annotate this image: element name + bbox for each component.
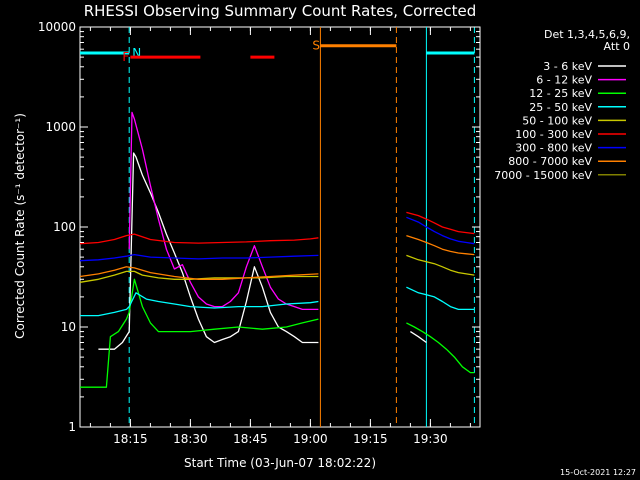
series-line xyxy=(98,152,427,350)
series-line xyxy=(79,254,475,283)
legend-entry-label: 3 - 6 keV xyxy=(543,60,592,73)
series-line xyxy=(79,234,475,280)
series-line xyxy=(80,286,475,317)
y-tick-label: 1 xyxy=(68,420,76,434)
x-tick-label: 18:15 xyxy=(113,432,148,446)
plot-area xyxy=(79,26,481,428)
y-tick-label: 10000 xyxy=(38,20,76,34)
series-line xyxy=(79,211,475,245)
y-axis-label: Corrected Count Rate (s⁻¹ detector⁻¹) xyxy=(13,113,27,339)
footer-timestamp: 15-Oct-2021 12:27 xyxy=(560,468,636,477)
x-tick-label: 19:15 xyxy=(353,432,388,446)
y-tick-label: 100 xyxy=(53,220,76,234)
series-line xyxy=(79,216,475,262)
legend-entry-label: 300 - 800 keV xyxy=(515,142,592,155)
series-lines xyxy=(79,111,475,388)
legend-header: Att 0 xyxy=(604,40,630,53)
flag-bars: NF S xyxy=(80,39,475,64)
x-tick-label: 19:00 xyxy=(293,432,328,446)
legend-entry-label: 12 - 25 keV xyxy=(529,87,592,100)
x-tick-label: 18:30 xyxy=(173,432,208,446)
flag-label: S xyxy=(312,39,320,53)
flag-label: F xyxy=(122,50,129,64)
plot-border xyxy=(79,26,481,428)
x-axis-label: Start Time (03-Jun-07 18:02:22) xyxy=(184,456,376,470)
legend-entry-label: 50 - 100 keV xyxy=(522,114,592,127)
legend-entry-label: 100 - 300 keV xyxy=(515,128,592,141)
legend-entry-label: 7000 - 15000 keV xyxy=(494,169,592,182)
legend-header: Det 1,3,4,5,6,9, xyxy=(544,28,630,41)
chart-title: RHESSI Observing Summary Count Rates, Co… xyxy=(84,2,477,20)
time-markers xyxy=(128,27,475,427)
x-tick-label: 18:45 xyxy=(233,432,268,446)
series-line xyxy=(80,278,475,388)
y-tick-label: 10 xyxy=(61,320,76,334)
axis-ticks: 1 10 100 1000 10000 18:15 18:30 18:45 19:00 19:15… xyxy=(38,20,480,446)
x-tick-label: 19:30 xyxy=(413,432,448,446)
legend-entry-label: 6 - 12 keV xyxy=(536,74,592,87)
legend-entry-label: 800 - 7000 keV xyxy=(508,155,592,168)
legend-entry-label: 25 - 50 keV xyxy=(529,101,592,114)
flag-label: N xyxy=(132,46,141,60)
series-line xyxy=(128,111,319,311)
y-tick-label: 1000 xyxy=(45,120,76,134)
